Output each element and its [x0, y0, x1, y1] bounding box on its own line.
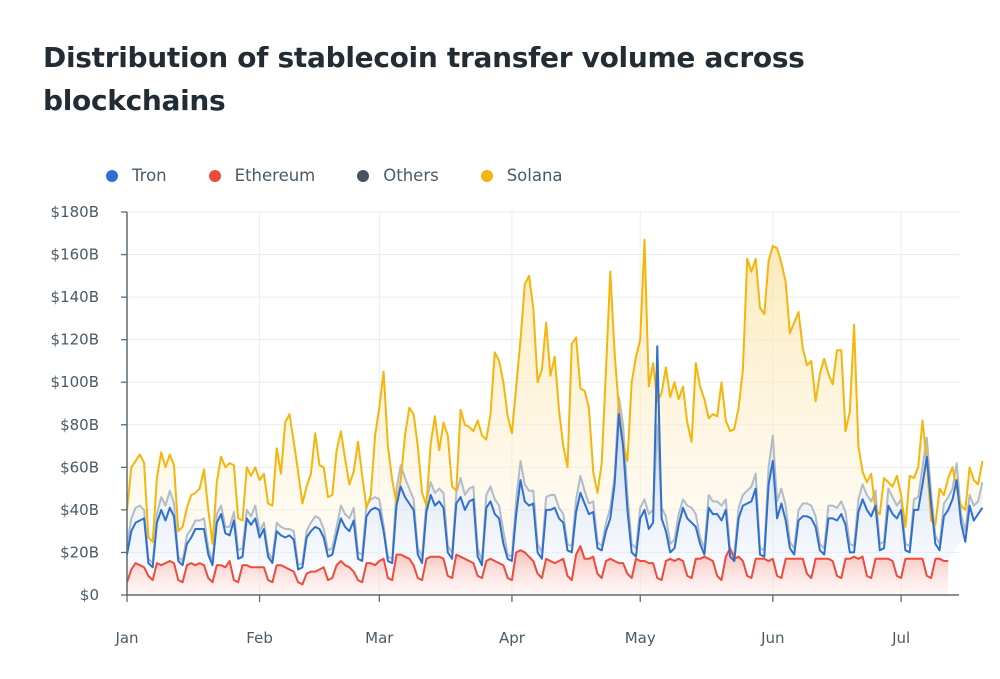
line-ethereum — [126, 545, 949, 586]
y-tick: $80B — [60, 416, 127, 434]
y-tick: $20B — [60, 543, 127, 561]
x-tick: Mar — [365, 595, 394, 647]
axes: $0 $20B $40B $60B $80B $100B $120B $140B $160B $1… — [51, 203, 960, 647]
y-tick-label: $20B — [60, 543, 99, 561]
chart-title: Distribution of stablecoin transfer volu… — [43, 41, 805, 117]
x-tick: Jun — [760, 595, 785, 647]
y-tick: $140B — [51, 288, 127, 306]
legend-marker-ethereum-icon — [208, 169, 221, 182]
chart-legend: Tron Ethereum Others Solana — [106, 166, 605, 185]
y-tick-label: $80B — [60, 416, 99, 434]
x-tick: Jan — [114, 595, 139, 647]
y-tick: $160B — [51, 246, 127, 264]
area-others — [127, 346, 983, 570]
legend-marker-others-icon — [357, 169, 370, 182]
y-tick-label: $120B — [51, 331, 99, 349]
x-tick: Jul — [891, 595, 910, 647]
legend-label: Solana — [506, 166, 563, 185]
line-tron — [126, 345, 984, 571]
y-tick: $0 — [80, 586, 127, 604]
legend-marker-solana-icon — [480, 169, 493, 182]
legend-item-tron[interactable]: Tron — [106, 166, 167, 185]
line-solana — [126, 238, 984, 545]
legend-label: Others — [383, 166, 439, 185]
y-tick: $120B — [51, 331, 127, 349]
y-tick-label: $60B — [60, 458, 99, 476]
x-tick-label: May — [625, 629, 656, 647]
legend-item-solana[interactable]: Solana — [480, 166, 563, 185]
y-tick-label: $0 — [80, 586, 99, 604]
y-tick: $180B — [51, 203, 127, 221]
y-tick-label: $40B — [60, 501, 99, 519]
x-tick-label: Jul — [891, 629, 910, 647]
legend-marker-tron-icon — [106, 169, 118, 182]
x-tick-label: Apr — [499, 629, 526, 647]
x-tick-label: Feb — [246, 629, 273, 647]
x-tick: Apr — [499, 595, 526, 647]
y-tick: $100B — [51, 373, 127, 391]
x-tick: May — [625, 595, 656, 647]
x-tick-label: Jun — [760, 629, 784, 647]
x-tick-label: Mar — [365, 629, 394, 647]
x-tick-label: Jan — [114, 629, 138, 647]
y-tick: $60B — [60, 458, 127, 476]
area-solana — [127, 239, 983, 566]
y-tick-label: $140B — [51, 288, 99, 306]
series-areas — [127, 239, 983, 595]
series-lines — [126, 238, 984, 586]
legend-item-others[interactable]: Others — [357, 166, 439, 185]
line-others — [126, 396, 984, 567]
x-tick: Feb — [246, 595, 273, 647]
y-tick-label: $100B — [51, 373, 99, 391]
legend-label: Tron — [132, 166, 167, 185]
legend-label: Ethereum — [234, 166, 316, 185]
area-tron — [127, 346, 983, 585]
y-tick-label: $180B — [51, 203, 99, 221]
y-tick-label: $160B — [51, 246, 99, 264]
y-tick: $40B — [60, 501, 127, 519]
area-ethereum — [127, 546, 949, 595]
legend-item-ethereum[interactable]: Ethereum — [208, 166, 316, 185]
